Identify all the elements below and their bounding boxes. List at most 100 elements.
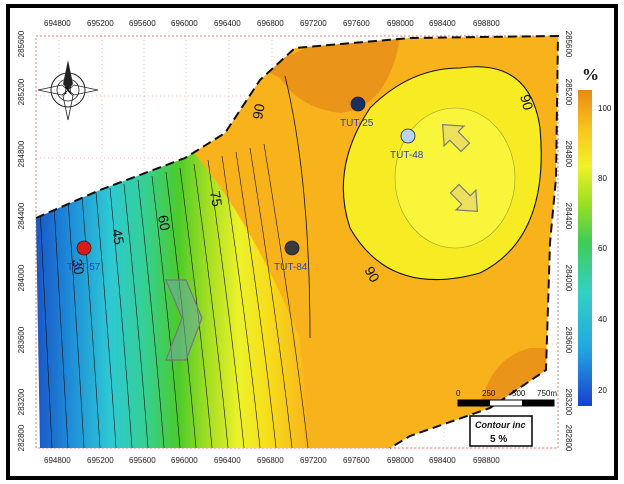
x-tick-top: 698800	[473, 19, 500, 28]
color-legend: % 100 80 60 40 20	[578, 65, 612, 406]
y-tick-left: 283600	[17, 326, 26, 353]
contour-line	[81, 195, 101, 448]
x-tick-bottom: 698800	[473, 456, 500, 465]
north-arrow: N	[37, 60, 99, 121]
flow-arrow-northwest	[442, 124, 471, 153]
contour-line	[263, 143, 309, 448]
y-tick-right: 285200	[564, 79, 573, 106]
well-marker-tut-48[interactable]	[400, 128, 416, 144]
x-tick-bottom: 698400	[429, 456, 456, 465]
scale-label-0: 0	[456, 389, 461, 398]
y-tick-left: 283200	[17, 388, 26, 415]
contour-label-60: 60	[155, 214, 173, 232]
y-tick-right: 284800	[564, 141, 573, 168]
legend-label-40: 40	[598, 315, 607, 324]
x-tick-top: 695200	[87, 19, 114, 28]
contour-line	[193, 163, 229, 448]
contour-line-75	[284, 75, 311, 339]
contour-label-75: 75	[207, 190, 225, 208]
y-tick-left: 284800	[17, 140, 26, 167]
x-tick-top: 698000	[387, 19, 414, 28]
legend-label-80: 80	[598, 174, 607, 183]
contour-line	[109, 187, 133, 448]
x-tick-top: 696800	[257, 19, 284, 28]
contour-label-90-south: 90	[361, 264, 383, 286]
x-tick-top: 697600	[343, 19, 370, 28]
y-tick-left: 285600	[17, 30, 26, 57]
y-tick-right: 284400	[564, 203, 573, 230]
scale-label-500: 500	[512, 389, 526, 398]
y-tick-right: 284000	[564, 265, 573, 292]
x-tick-top: 698400	[429, 19, 456, 28]
contour-map: 30 45 60 75 90 90 90 TUT-57 TUT-84TUT-25T…	[17, 19, 612, 465]
x-tick-top: 696400	[214, 19, 241, 28]
contour-line	[67, 199, 85, 448]
contour-line	[137, 179, 165, 448]
y-tick-right: 283600	[564, 327, 573, 354]
y-tick-right: 285600	[564, 31, 573, 58]
x-tick-top: 696000	[171, 19, 198, 28]
contour-label-90-east: 90	[517, 93, 537, 112]
x-tick-bottom: 697600	[343, 456, 370, 465]
well-marker-tut-57[interactable]	[76, 240, 92, 256]
contour-line	[53, 203, 69, 448]
x-tick-bottom: 697200	[300, 456, 327, 465]
well-label-tut-84: TUT-84	[274, 262, 308, 273]
contour-line	[151, 175, 181, 448]
contour-line	[235, 151, 277, 448]
x-tick-bottom: 696400	[214, 456, 241, 465]
legend-colorbar	[578, 90, 592, 406]
scale-bar: 0 250 500 750m	[456, 389, 557, 407]
contour-label-30: 30	[69, 258, 87, 276]
contour-inc-box: Contour inc 5 %	[469, 415, 533, 447]
flow-arrow-southeast	[449, 183, 478, 212]
contour-line	[207, 159, 245, 448]
contour-line	[95, 191, 117, 448]
legend-label-60: 60	[598, 244, 607, 253]
map-frame: 30 45 60 75 90 90 90 TUT-57 TUT-84 TUT-25 T…	[6, 4, 618, 480]
well-marker-tut-25[interactable]	[350, 96, 366, 112]
southeast-high-zone	[480, 348, 556, 408]
y-tick-left: 285200	[17, 78, 26, 105]
legend-label-20: 20	[598, 386, 607, 395]
contour-line-90	[342, 66, 542, 281]
x-axis-top-ticks: 694800 695200 695600 696000 696400 696800 6972…	[44, 19, 500, 28]
west-contour-lines	[39, 143, 309, 448]
x-axis-bottom-ticks: 694800 695200 695600 696000 696400 696800 6972…	[44, 456, 500, 465]
contour-line	[39, 207, 53, 448]
contour-inc-title: Contour inc	[475, 420, 526, 430]
flow-chevron-arrow	[165, 279, 203, 361]
contour-label-45: 45	[109, 228, 127, 246]
legend-label-100: 100	[598, 104, 612, 113]
well-marker-tut-84[interactable]	[284, 240, 300, 256]
contour-line	[123, 183, 149, 448]
well-label-tut-25: TUT-25	[340, 118, 374, 129]
contour-inc-value: 5 %	[490, 434, 507, 445]
well-label-tut-57: TUT-57	[67, 262, 101, 273]
well-label-tut-48: TUT-48	[390, 150, 424, 161]
y-axis-right-ticks: 285600 285200 284800 284400 284000 283600 2832…	[564, 31, 573, 452]
y-tick-left: 284000	[17, 264, 26, 291]
contour-label-90-west: 90	[249, 102, 267, 120]
north-label: N	[64, 85, 72, 97]
east-core-zone	[394, 107, 516, 249]
y-tick-right: 282800	[564, 425, 573, 452]
x-tick-top: 697200	[300, 19, 327, 28]
x-tick-bottom: 695200	[87, 456, 114, 465]
legend-labels: 100 80 60 40 20	[598, 104, 612, 395]
y-tick-left: 284400	[17, 202, 26, 229]
x-tick-top: 695600	[129, 19, 156, 28]
y-tick-right: 283200	[564, 389, 573, 416]
y-axis-left-ticks: 285600 285200 284800 284400 284000 283600 2832…	[17, 30, 26, 451]
x-tick-bottom: 694800	[44, 456, 71, 465]
x-tick-bottom: 695600	[129, 456, 156, 465]
contour-line	[249, 147, 293, 448]
well-markers: TUT-57 TUT-84 TUT-25 TUT-48	[67, 96, 424, 273]
x-tick-bottom: 696000	[171, 456, 198, 465]
x-tick-bottom: 696800	[257, 456, 284, 465]
scale-label-250: 250	[482, 389, 496, 398]
x-tick-top: 694800	[44, 19, 71, 28]
contour-line	[221, 155, 261, 448]
y-tick-left: 282800	[17, 424, 26, 451]
legend-unit: %	[582, 65, 599, 84]
